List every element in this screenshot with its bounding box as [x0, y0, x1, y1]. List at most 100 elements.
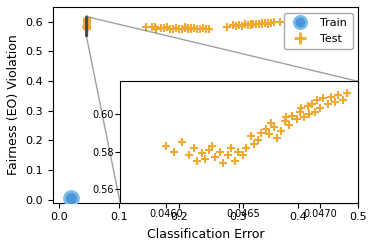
Y-axis label: Fairness (EO) Violation: Fairness (EO) Violation [7, 34, 20, 175]
Point [295, 20, 301, 24]
Point [84, 23, 90, 27]
Point [254, 22, 260, 26]
Point [84, 20, 90, 24]
Point [173, 26, 179, 30]
Point [84, 25, 90, 29]
Point [84, 19, 90, 23]
Point [84, 26, 90, 30]
Point [200, 26, 206, 30]
Point [263, 21, 269, 25]
Bar [86, 17, 87, 36]
Point [266, 21, 272, 25]
Point [84, 18, 90, 22]
Point [182, 26, 188, 30]
Point [224, 25, 230, 29]
Point [248, 23, 254, 27]
Point [84, 20, 90, 24]
Point [152, 25, 158, 29]
Point [289, 20, 295, 24]
Point [84, 25, 90, 29]
Point [83, 25, 89, 29]
Point [337, 17, 343, 21]
Point [84, 20, 90, 24]
Point [84, 27, 90, 31]
Point [188, 27, 194, 31]
Point [283, 20, 289, 24]
Point [236, 23, 242, 27]
Point [188, 26, 194, 30]
Point [84, 23, 90, 27]
Point [158, 26, 164, 30]
Point [84, 17, 90, 21]
Point [325, 18, 331, 22]
Point [278, 20, 283, 24]
Point [161, 26, 167, 30]
Point [84, 24, 90, 28]
Point [185, 27, 191, 31]
Point [84, 17, 90, 21]
Point [84, 26, 90, 30]
Point [167, 27, 173, 31]
Point [153, 27, 159, 31]
Point [197, 27, 203, 31]
Point [84, 18, 90, 22]
Point [84, 26, 90, 30]
Point [84, 21, 90, 25]
Point [230, 23, 236, 27]
Point [84, 20, 90, 24]
Bar [86, 17, 87, 36]
Point [242, 22, 248, 26]
Point [298, 19, 304, 23]
Point [84, 18, 90, 22]
Point [84, 22, 90, 26]
Point [68, 196, 74, 200]
Point [84, 23, 90, 27]
Point [203, 27, 209, 31]
Point [164, 25, 170, 29]
Point [182, 25, 188, 29]
Point [266, 22, 272, 26]
Point [84, 24, 90, 28]
X-axis label: Classification Error: Classification Error [147, 228, 264, 241]
Point [84, 27, 90, 31]
Point [84, 19, 90, 23]
Point [185, 26, 191, 30]
Point [233, 24, 239, 28]
Point [248, 22, 254, 26]
Point [176, 27, 182, 31]
Point [84, 21, 90, 25]
Point [84, 26, 90, 30]
Point [301, 20, 307, 24]
Point [84, 20, 90, 24]
Point [84, 27, 90, 31]
Point [84, 28, 90, 31]
Point [307, 19, 313, 23]
Point [245, 23, 251, 27]
Point [84, 27, 90, 31]
Legend: Train, Test: Train, Test [283, 12, 353, 49]
Point [239, 24, 245, 28]
Point [269, 21, 275, 25]
Point [319, 18, 325, 22]
Point [206, 27, 212, 31]
Point [260, 21, 266, 25]
Point [84, 22, 90, 26]
Point [257, 22, 263, 26]
Point [251, 23, 257, 27]
Point [313, 19, 319, 23]
Point [260, 22, 266, 26]
Point [84, 20, 90, 24]
Point [84, 25, 90, 29]
Point [170, 27, 176, 31]
Point [84, 23, 90, 27]
Point [84, 18, 90, 22]
Point [84, 25, 90, 29]
Point [272, 20, 278, 24]
Point [84, 26, 90, 30]
Point [84, 17, 90, 21]
Point [84, 18, 90, 22]
Point [331, 18, 337, 22]
Point [83, 24, 89, 28]
Point [84, 26, 90, 30]
Point [194, 27, 200, 31]
